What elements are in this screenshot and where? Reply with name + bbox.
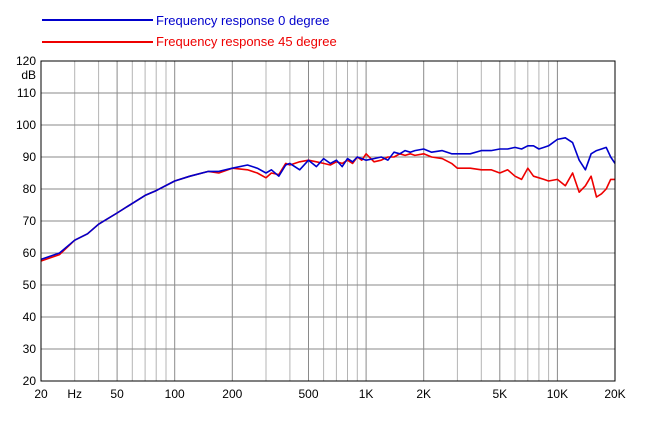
legend: Frequency response 0 degree Frequency re… (42, 13, 337, 49)
x-tick-label: 5K (492, 387, 507, 401)
y-tick-label: 40 (23, 310, 37, 324)
y-tick-label: 20 (23, 374, 37, 388)
x-tick-label: 500 (298, 387, 318, 401)
y-tick-label: 50 (23, 278, 37, 292)
x-tick-label: 20K (604, 387, 625, 401)
y-tick-label: 30 (23, 342, 37, 356)
x-tick-label: 50 (110, 387, 124, 401)
y-tick-label: 60 (23, 246, 37, 260)
x-tick-label: 1K (359, 387, 374, 401)
series-lines (40, 137, 616, 262)
y-tick-label: 100 (16, 118, 36, 132)
legend-label-45-degree: Frequency response 45 degree (156, 34, 337, 49)
series-line-0-degree (40, 137, 616, 261)
grid (41, 61, 615, 381)
x-tick-label: 10K (547, 387, 568, 401)
y-tick-label: 120 (16, 54, 36, 68)
legend-label-0-degree: Frequency response 0 degree (156, 13, 329, 28)
y-tick-label: 80 (23, 182, 37, 196)
x-tick-label: 2K (416, 387, 431, 401)
y-tick-label: 90 (23, 150, 37, 164)
x-tick-label: 20 (34, 387, 48, 401)
y-tick-label: 110 (17, 86, 36, 100)
y-axis-unit-label: dB (21, 68, 36, 82)
plot-frame (40, 60, 616, 382)
y-tick-label: 70 (23, 214, 37, 228)
x-tick-label: Hz (67, 387, 82, 401)
x-tick-label: 100 (165, 387, 185, 401)
x-tick-label: 200 (222, 387, 242, 401)
